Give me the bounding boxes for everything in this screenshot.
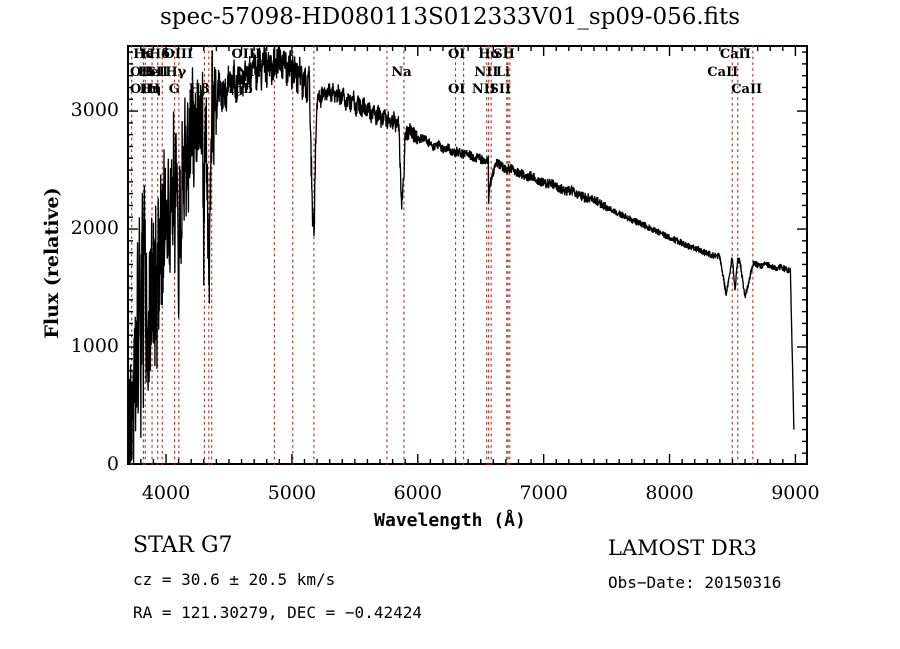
spectral-line-label: CaII bbox=[731, 82, 763, 97]
spectral-line-label: OII bbox=[130, 82, 154, 97]
spectral-line-label: NII bbox=[236, 65, 261, 80]
spectral-line-label: Na bbox=[391, 65, 412, 80]
spectral-line-label: OI bbox=[447, 47, 466, 62]
spectral-line-label: Hη bbox=[139, 82, 162, 97]
spectral-line-label: Hγ bbox=[165, 65, 187, 80]
spectral-line-label: HeI bbox=[138, 65, 165, 80]
spectral-line-label: NII bbox=[471, 82, 496, 97]
y-tick-label: 0 bbox=[106, 453, 119, 475]
spectral-line-label: Hβ bbox=[188, 82, 210, 97]
y-tick-label: 1000 bbox=[70, 335, 119, 358]
spectral-line-label: SII bbox=[489, 82, 512, 97]
spectral-line-label: H bbox=[147, 82, 161, 97]
x-tick-label: 4000 bbox=[141, 482, 191, 504]
page-title: spec-57098-HD080113S012333V01_sp09-056.f… bbox=[159, 4, 741, 30]
y-axis-title: Flux (relative) bbox=[41, 187, 63, 339]
spectrum-plot bbox=[127, 45, 808, 465]
x-tick-label: 6000 bbox=[393, 482, 442, 504]
y-tick-label: 3000 bbox=[70, 99, 119, 122]
spectral-line-label: Mgb bbox=[220, 82, 253, 97]
spectral-line-label: NII bbox=[474, 65, 499, 80]
spectral-line-label: CaII bbox=[707, 65, 739, 80]
x-tick-label: 8000 bbox=[645, 482, 694, 504]
x-tick-label: 9000 bbox=[771, 482, 820, 504]
coordinates-label: RA = 121.30279, DEC = −0.42424 bbox=[133, 603, 422, 622]
spectral-line-label: OII bbox=[130, 65, 154, 80]
spectral-line-label: Hδ bbox=[148, 47, 170, 62]
spectral-line-label: CaII bbox=[719, 47, 751, 62]
spectral-line-label: OI bbox=[447, 82, 466, 97]
spectral-line-label: OIII bbox=[231, 47, 262, 62]
x-tick-label: 5000 bbox=[267, 482, 317, 504]
survey-label: LAMOST DR3 bbox=[608, 536, 757, 560]
spectral-line-label: SII bbox=[146, 65, 169, 80]
spectral-line-label: OIII bbox=[163, 47, 194, 62]
spectral-line-label: Hα bbox=[478, 47, 501, 62]
redshift-velocity-label: cz = 30.6 ± 20.5 km/s bbox=[133, 570, 336, 589]
spectral-line-label: SII bbox=[493, 47, 515, 62]
x-axis-title: Wavelength (Å) bbox=[374, 510, 526, 531]
spectral-line-label: Li bbox=[495, 65, 510, 80]
x-tick-label: 7000 bbox=[519, 482, 568, 504]
object-type-label: STAR G7 bbox=[133, 533, 233, 558]
spectral-line-label: K bbox=[140, 47, 153, 62]
obs-date-label: Obs−Date: 20150316 bbox=[608, 573, 782, 592]
spectral-line-label: G bbox=[168, 82, 180, 97]
spectral-line-label: Hε bbox=[133, 47, 154, 62]
y-tick-label: 2000 bbox=[70, 217, 119, 240]
